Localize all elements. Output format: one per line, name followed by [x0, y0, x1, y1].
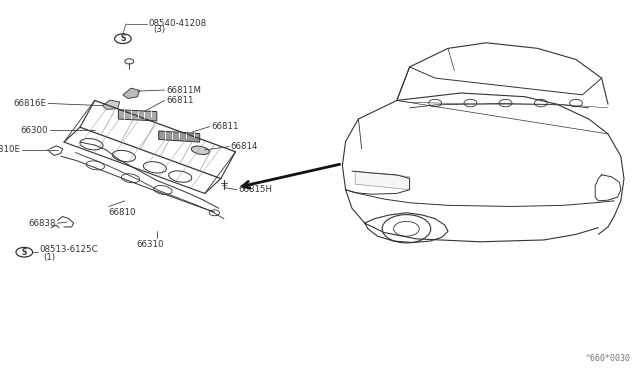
Text: 66810E: 66810E [0, 145, 20, 154]
Circle shape [394, 221, 419, 236]
Ellipse shape [86, 161, 104, 170]
Circle shape [499, 99, 512, 107]
Circle shape [115, 34, 131, 44]
Circle shape [464, 99, 477, 107]
Polygon shape [159, 131, 200, 142]
Text: 66815H: 66815H [238, 185, 272, 194]
Text: 66300: 66300 [20, 126, 48, 135]
Ellipse shape [191, 146, 209, 154]
Circle shape [209, 210, 220, 216]
Text: 66310: 66310 [137, 240, 164, 248]
Circle shape [429, 99, 442, 107]
Text: 66838: 66838 [29, 219, 56, 228]
Ellipse shape [122, 174, 140, 183]
Text: 66814: 66814 [230, 142, 258, 151]
Polygon shape [102, 100, 120, 109]
Circle shape [16, 247, 33, 257]
Text: 08540-41208: 08540-41208 [148, 19, 207, 28]
Circle shape [125, 59, 134, 64]
Circle shape [382, 215, 431, 243]
Ellipse shape [80, 138, 103, 150]
Text: 66811: 66811 [211, 122, 239, 131]
Text: S: S [22, 248, 27, 257]
Ellipse shape [154, 186, 172, 195]
Polygon shape [118, 110, 157, 121]
Text: ^660*0030: ^660*0030 [586, 354, 630, 363]
Text: S: S [120, 34, 125, 43]
Circle shape [570, 99, 582, 107]
Ellipse shape [169, 171, 192, 182]
Circle shape [534, 99, 547, 107]
Polygon shape [123, 88, 140, 99]
Text: 08513-6125C: 08513-6125C [40, 245, 99, 254]
Text: (3): (3) [154, 25, 166, 34]
Text: (1): (1) [44, 253, 56, 262]
Text: 66811: 66811 [166, 96, 194, 105]
Text: 66810: 66810 [109, 208, 136, 217]
Ellipse shape [113, 150, 136, 162]
Polygon shape [355, 171, 410, 190]
Ellipse shape [143, 162, 166, 173]
Text: 66811M: 66811M [166, 86, 202, 94]
Text: 66816E: 66816E [13, 99, 46, 108]
